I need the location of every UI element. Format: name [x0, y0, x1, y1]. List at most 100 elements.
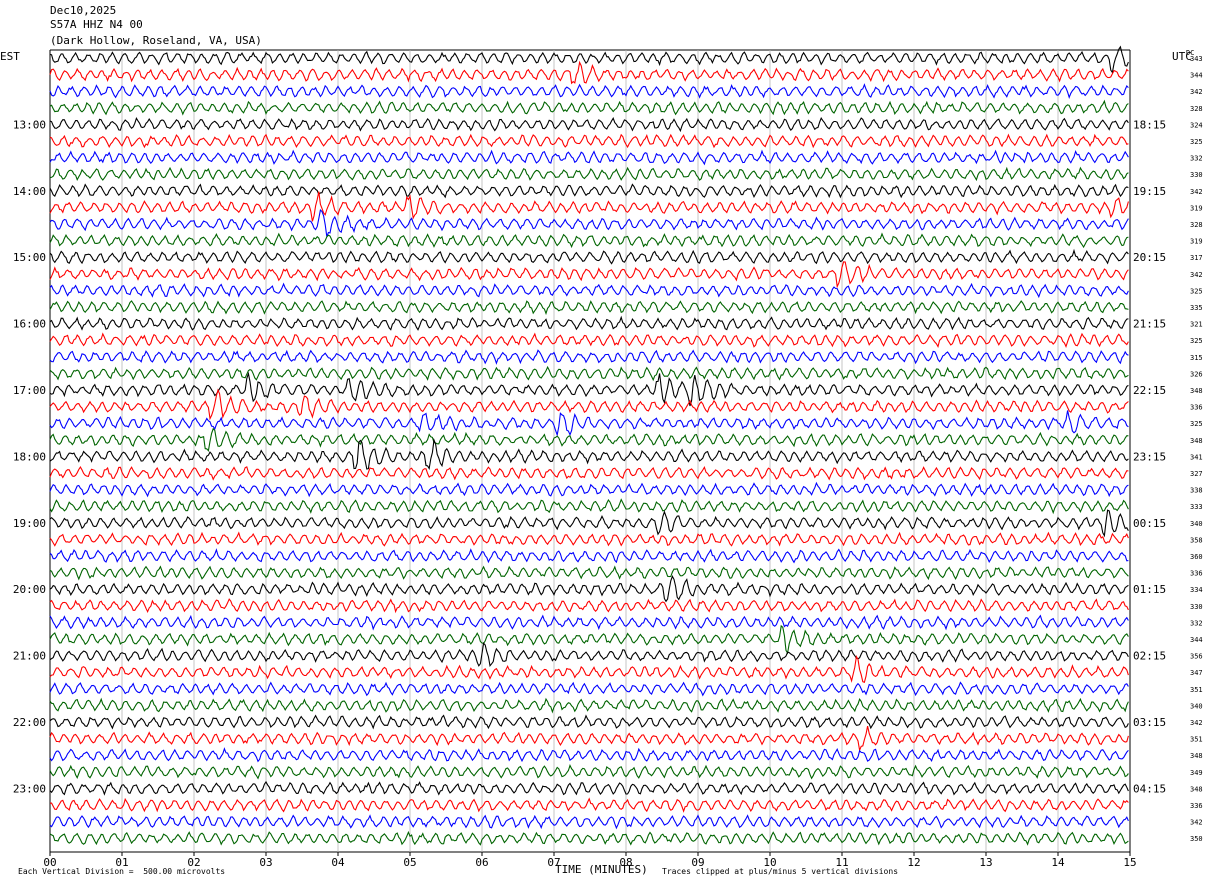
x-axis: 00 01 02 03 04 05 06 07 08 09 10 11 12 13 14 15: [43, 852, 1137, 869]
trace-line: [49, 654, 1129, 684]
dc-offset-labels: 343 344 342 328 324 325 332 330 342 319 328 319 317 3…: [1190, 55, 1203, 843]
x-tick-label: 08: [619, 856, 632, 869]
right-hour-label: 21:15: [1133, 318, 1166, 331]
dc-offset-label: 334: [1190, 586, 1203, 594]
dc-offset-label: 356: [1190, 653, 1203, 661]
trace-line: [49, 388, 1129, 421]
dc-offset-label: 336: [1190, 404, 1203, 412]
x-tick-label: 07: [547, 856, 560, 869]
dc-offset-label: 351: [1190, 736, 1203, 744]
left-hour-label: 14:00: [13, 185, 46, 198]
trace-line: [49, 261, 1129, 289]
trace-line: [49, 797, 1129, 813]
trace-line: [49, 641, 1129, 667]
dc-offset-label: 321: [1190, 321, 1203, 329]
left-hour-label: 17:00: [13, 384, 46, 397]
dc-offset-label: 319: [1190, 238, 1203, 246]
dc-offset-label: 342: [1190, 719, 1203, 727]
trace-line: [49, 575, 1129, 603]
trace-line: [49, 191, 1129, 222]
trace-line: [49, 614, 1129, 631]
dc-offset-label: 358: [1190, 536, 1203, 544]
trace-line: [49, 764, 1129, 780]
left-timezone-label: EST: [0, 50, 20, 63]
left-hour-label: 18:00: [13, 450, 46, 463]
left-hour-label: 23:00: [13, 782, 46, 795]
trace-line: [49, 209, 1129, 237]
x-axis-title: TIME (MINUTES): [555, 863, 648, 876]
dc-offset-label: 336: [1190, 802, 1203, 810]
left-hour-label: 21:00: [13, 650, 46, 663]
left-hour-label: 19:00: [13, 517, 46, 530]
x-tick-label: 03: [259, 856, 272, 869]
trace-line: [49, 371, 1129, 407]
trace-line: [49, 282, 1129, 299]
left-hour-label: 15:00: [13, 251, 46, 264]
trace-line: [49, 365, 1129, 382]
trace-line: [49, 410, 1129, 437]
dc-offset-label: 326: [1190, 370, 1203, 378]
left-hour-label: 20:00: [13, 583, 46, 596]
trace-line: [49, 624, 1129, 655]
trace-line: [49, 780, 1129, 796]
left-hour-label: 22:00: [13, 716, 46, 729]
right-timezone-label: UTC: [1172, 50, 1192, 63]
right-hour-label: 18:15: [1133, 118, 1166, 131]
trace-line: [49, 300, 1129, 316]
dc-offset-label: 319: [1190, 204, 1203, 212]
trace-line: [49, 481, 1129, 498]
dc-offset-label: 324: [1190, 121, 1203, 129]
trace-line: [49, 349, 1129, 365]
x-tick-label: 06: [475, 856, 488, 869]
x-tick-label: 12: [907, 856, 920, 869]
right-hour-label: 01:15: [1133, 583, 1166, 596]
dc-offset-label: 328: [1190, 105, 1203, 113]
x-tick-label: 04: [331, 856, 345, 869]
dc-offset-label: 325: [1190, 138, 1203, 146]
right-hour-labels: 18:15 19:15 20:15 21:15 22:15 23:15 00:15 01:15…: [1133, 118, 1166, 795]
dc-offset-label: 347: [1190, 669, 1203, 677]
trace-line: [49, 83, 1129, 99]
trace-line: [49, 697, 1129, 714]
dc-offset-label: 348: [1190, 387, 1203, 395]
trace-line: [49, 565, 1129, 581]
left-hour-labels: 13:00 14:00 15:00 16:00 17:00 18:00 19:00 20:00…: [13, 118, 46, 795]
x-tick-label: 01: [115, 856, 128, 869]
x-tick-label: 05: [403, 856, 416, 869]
dc-offset-label: 335: [1190, 304, 1203, 312]
dc-offset-label: 325: [1190, 337, 1203, 345]
dc-offset-label: 344: [1190, 636, 1203, 644]
right-hour-label: 00:15: [1133, 517, 1166, 530]
station-code: S57A HHZ N4 00: [50, 18, 143, 31]
trace-line: [49, 232, 1129, 249]
trace-line: [49, 437, 1129, 471]
x-tick-label: 15: [1123, 856, 1136, 869]
trace-line: [49, 248, 1129, 265]
dc-offset-label: 332: [1190, 619, 1203, 627]
dc-offset-label: 317: [1190, 254, 1203, 262]
trace-line: [49, 427, 1129, 452]
trace-line: [49, 531, 1129, 547]
trace-line: [49, 166, 1129, 182]
dc-offset-label: 350: [1190, 835, 1203, 843]
dc-offset-label: 330: [1190, 603, 1203, 611]
dc-offset-label: 344: [1190, 72, 1203, 80]
x-tick-label: 11: [835, 856, 848, 869]
dc-offset-header: DC: [1186, 49, 1195, 57]
dc-offset-label: 338: [1190, 487, 1203, 495]
trace-line: [49, 315, 1129, 331]
x-tick-label: 14: [1051, 856, 1065, 869]
right-hour-label: 02:15: [1133, 650, 1166, 663]
trace-line: [49, 60, 1129, 85]
trace-line: [49, 465, 1129, 481]
dc-offset-label: 342: [1190, 188, 1203, 196]
trace-line: [49, 830, 1129, 846]
trace-line: [49, 332, 1129, 349]
trace-line: [49, 149, 1129, 166]
dc-offset-label: 348: [1190, 752, 1203, 760]
x-tick-label: 10: [763, 856, 776, 869]
right-hour-label: 23:15: [1133, 450, 1166, 463]
dc-offset-label: 351: [1190, 686, 1203, 694]
dc-offset-label: 342: [1190, 271, 1203, 279]
